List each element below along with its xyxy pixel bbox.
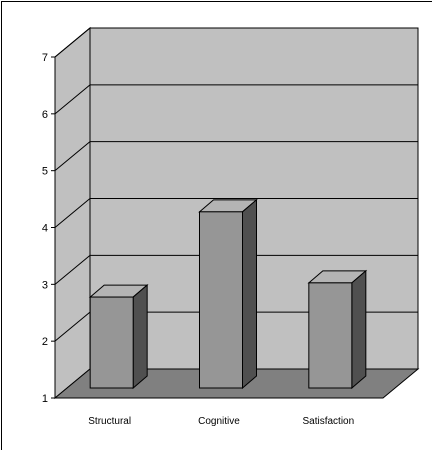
bar-side-face — [132, 283, 148, 390]
frame-border-left — [1, 1, 2, 450]
y-tick-label: 4 — [42, 223, 48, 235]
bar-front-face — [199, 211, 243, 389]
y-tick-label: 2 — [42, 336, 48, 348]
x-category-label: Satisfaction — [302, 416, 354, 427]
x-category-label: Structural — [88, 416, 131, 427]
y-tick-label: 6 — [42, 109, 48, 121]
y-axis-ticks: 1 2 3 4 5 6 7 — [42, 52, 55, 405]
bar-cognitive — [198, 198, 258, 390]
gridline — [54, 27, 418, 58]
x-axis-labels: Structural Cognitive Satisfaction — [88, 416, 354, 427]
y-tick-label: 5 — [42, 166, 48, 178]
bar-side-face — [351, 269, 367, 390]
y-tick-label: 1 — [42, 393, 48, 405]
gridline — [54, 198, 418, 228]
bar-structural — [88, 283, 149, 390]
bars — [88, 198, 368, 390]
bar-satisfaction — [307, 269, 368, 390]
gridlines — [54, 27, 418, 342]
x-category-label: Cognitive — [198, 416, 240, 427]
bar-side-face — [242, 198, 257, 390]
y-tick-label: 7 — [42, 52, 48, 64]
gridline — [54, 84, 418, 115]
y-tick-label: 3 — [42, 279, 48, 291]
bar-front-face — [308, 282, 353, 389]
gridline — [54, 141, 418, 172]
bar-front-face — [89, 296, 134, 389]
frame-border-top — [1, 1, 432, 2]
gridline — [54, 254, 418, 285]
